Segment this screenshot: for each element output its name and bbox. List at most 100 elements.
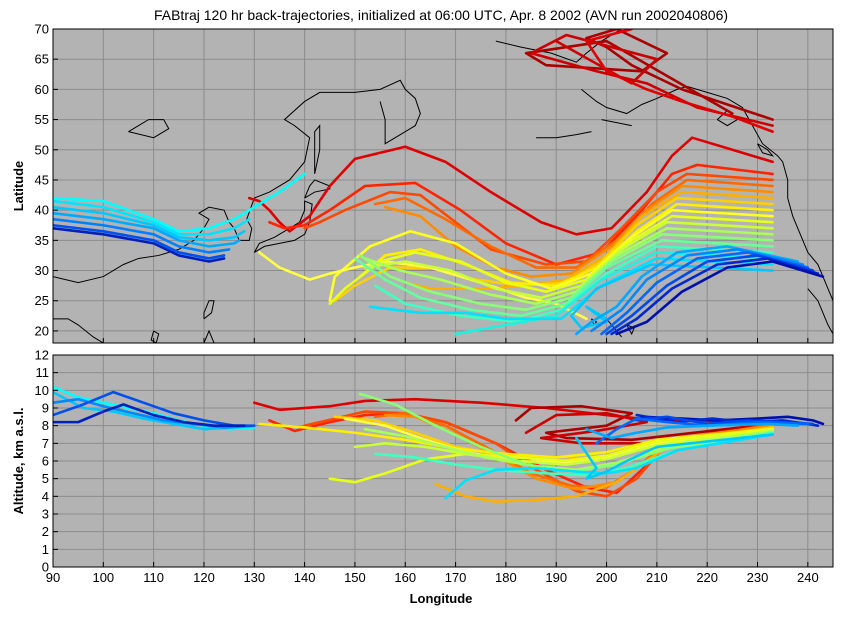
trajectory-line [373,245,774,324]
trajectory-line [53,223,226,260]
trajectory-line [524,29,774,121]
x-tick-label: 90 [46,570,60,585]
trajectory-line [358,392,774,473]
x-axis-label-longitude: Longitude [410,591,473,606]
coastline-segment [601,119,632,127]
x-tick-label: 110 [143,570,164,585]
map-frame [52,28,834,344]
altitude-panel: 90 100 110 120 130 140 150 160 170 180 190 200 210 22… [11,348,834,606]
x-tick-label: 220 [696,570,718,585]
altitude-frame [52,354,834,568]
y-tick-label: 30 [35,263,49,278]
map-plot-area [53,29,833,343]
y-tick-label: 45 [35,172,49,187]
coastline-segment [253,200,313,253]
y-tick-label: 10 [35,383,49,398]
trajectory-line [595,417,810,445]
trajectory-line [403,190,774,290]
trajectory-line [373,178,774,269]
x-tick-label: 100 [92,570,114,585]
trajectory-line [444,433,774,500]
trajectory-line [247,136,774,236]
y-tick-label: 1 [42,542,49,557]
trajectory-line [529,33,774,127]
latitude-map-panel: 20 25 30 35 40 45 50 55 60 65 70 Latitude [11,22,834,344]
y-tick-label: 9 [42,401,49,416]
coastline-segment [150,330,160,343]
y-tick-label: 8 [42,418,49,433]
y-axis-label-altitude: Altitude, km a.s.l. [11,408,26,515]
x-tick-label: 240 [797,570,819,585]
x-tick-label: 190 [545,570,567,585]
coastline-segment [807,288,833,335]
coastline-segment [536,131,592,139]
latitude-ticks: 20 25 30 35 40 45 50 55 60 65 70 [35,22,809,343]
trajectory-line [524,411,774,445]
y-tick-label: 60 [35,82,49,97]
y-tick-label: 20 [35,323,49,338]
trajectory-line [258,422,774,459]
trajectory-line [53,205,246,242]
x-tick-label: 120 [193,570,215,585]
x-tick-label: 170 [445,570,467,585]
trajectory-line [53,199,251,236]
trajectory-line [514,404,774,442]
y-tick-label: 2 [42,524,49,539]
trajectory-line [585,29,774,133]
coastline-segment [128,119,170,139]
y-tick-label: 5 [42,471,49,486]
trajectory-line [363,226,774,306]
x-tick-label: 210 [646,570,668,585]
coastline-segment [53,318,104,343]
y-tick-label: 50 [35,142,49,157]
trajectory-line [328,214,774,306]
trajectory-line [303,172,774,266]
altitude-ticks: 90 100 110 120 130 140 150 160 170 180 190 200 210 22… [35,348,819,586]
coastline-segment [314,124,321,175]
trajectory-line [358,233,774,312]
trajectory-line [53,211,241,248]
y-tick-label: 70 [35,22,49,37]
trajectory-line [615,260,825,336]
trajectory-line [53,403,246,427]
coastline-segment [757,143,775,157]
x-tick-label: 200 [596,570,618,585]
y-tick-label: 25 [35,293,49,308]
x-tick-label: 230 [747,570,769,585]
trajectory-line [53,172,306,233]
x-tick-label: 160 [394,570,416,585]
y-tick-label: 7 [42,436,49,451]
trajectory-line [328,208,774,303]
trajectory-line [53,217,231,254]
x-tick-label: 130 [243,570,265,585]
trajectory-line [575,245,800,336]
trajectory-line [373,431,774,477]
y-tick-label: 55 [35,112,49,127]
altitude-trajectories [53,385,825,503]
trajectory-line [328,427,774,484]
trajectory-line [353,239,774,318]
trajectory-line [570,263,774,330]
x-tick-label: 180 [495,570,517,585]
chart-title: FABtraj 120 hr back-trajectories, initia… [154,7,728,23]
y-tick-label: 11 [36,365,50,380]
latitude-trajectories [53,29,825,336]
y-tick-label: 35 [35,233,49,248]
x-tick-label: 140 [294,570,316,585]
coastline-segment [203,329,215,343]
trajectory-line [585,422,800,440]
trajectory-line [383,184,774,278]
map-gridlines [52,28,833,343]
trajectory-line [368,257,774,321]
coastline-segment [581,85,833,301]
y-axis-label-latitude: Latitude [11,161,26,212]
trajectory-line [363,220,774,300]
y-tick-label: 65 [35,52,49,67]
trajectory-line [575,433,774,480]
y-tick-label: 40 [35,203,49,218]
x-tick-label: 150 [344,570,366,585]
y-tick-label: 0 [42,560,49,575]
y-tick-label: 4 [42,489,49,504]
trajectory-line [268,163,774,266]
